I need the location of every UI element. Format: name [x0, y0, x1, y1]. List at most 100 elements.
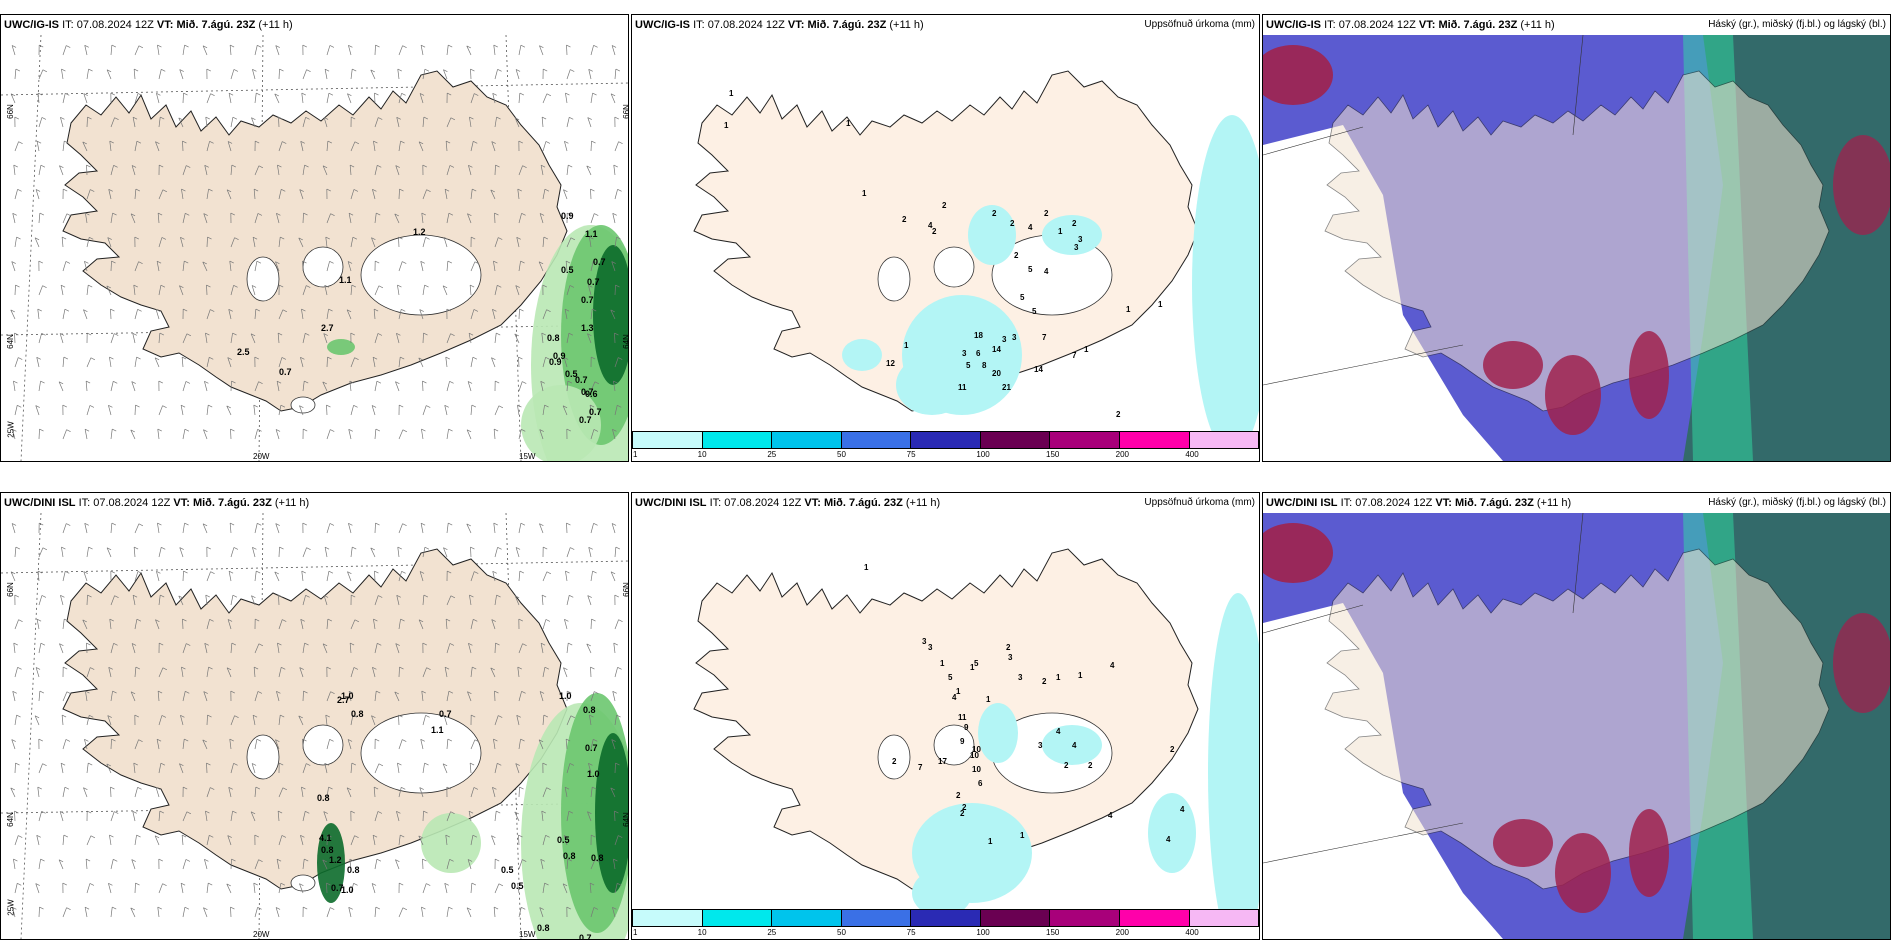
wind-barb-flag [395, 165, 400, 168]
wind-barb-flag [567, 380, 573, 384]
wind-barb-flag [420, 44, 426, 48]
wind-barb [398, 93, 402, 104]
wind-barb-flag [278, 594, 283, 598]
wind-barb [590, 309, 593, 320]
wind-barb [110, 738, 112, 750]
precip-value-label: 5 [1032, 307, 1037, 316]
wind-barb [206, 141, 210, 152]
precip-value-label: 3 [928, 643, 933, 652]
wind-barb-flag [60, 595, 65, 598]
wind-barb-flag [348, 523, 353, 526]
wind-barb [158, 237, 163, 248]
wind-barb [180, 405, 184, 416]
precip-value-label: 1 [956, 687, 961, 696]
wind-barb-flag [569, 594, 574, 598]
wind-barb [278, 787, 284, 798]
wind-barb-flag [421, 906, 426, 910]
wind-barb-flag [424, 762, 429, 766]
wind-barb [158, 763, 162, 774]
wind-barb [614, 69, 617, 80]
wind-barb-flag [13, 858, 18, 862]
wind-barb [60, 117, 64, 128]
wind-barb [278, 835, 283, 846]
wind-barb-flag [276, 213, 281, 216]
wind-barb-flag [136, 140, 142, 144]
wind-barb-flag [106, 763, 111, 767]
wind-barb [470, 141, 474, 152]
wind-barb [181, 835, 184, 846]
wind-barb [254, 691, 259, 702]
wind-barb [38, 213, 41, 224]
wind-barb [326, 739, 330, 750]
wind-barb [515, 547, 520, 558]
wind-barb [614, 357, 619, 368]
wind-barb-flag [59, 643, 64, 646]
wind-barb-flag [158, 380, 163, 384]
wind-barb-flag [399, 666, 404, 670]
wind-barb [324, 285, 328, 296]
wind-barb [10, 93, 16, 104]
wind-barb [323, 595, 328, 606]
wind-barb-flag [205, 810, 210, 814]
wind-barb [470, 357, 474, 368]
wind-barb [518, 213, 522, 224]
wind-barb-flag [134, 714, 139, 718]
wind-speed-label: 0.7 [581, 387, 594, 397]
wind-barb-flag [11, 261, 16, 264]
wind-barb [563, 835, 568, 846]
wind-barb [180, 237, 184, 248]
wind-barb-flag [64, 618, 69, 622]
wind-barb [396, 333, 400, 344]
wind-barb [494, 811, 497, 822]
wind-barb [301, 571, 304, 582]
wind-barb [254, 523, 258, 534]
wind-barb [350, 285, 353, 296]
wind-barb-flag [35, 189, 41, 192]
wind-barb [276, 859, 280, 870]
wind-barb-flag [301, 92, 306, 96]
wind-barb [86, 642, 88, 654]
wind-barb-flag [493, 428, 499, 432]
wind-barb [446, 739, 449, 750]
wind-barb [470, 189, 473, 200]
wind-barb [302, 763, 307, 774]
wind-barb [396, 811, 400, 822]
wind-barb-flag [281, 835, 287, 838]
wind-barb [494, 164, 496, 176]
wind-barb-flag [229, 738, 234, 742]
wind-barb [611, 739, 616, 750]
panel-right-title: Uppsöfnuð úrkoma (mm) [1144, 497, 1255, 508]
wind-barb [566, 715, 572, 726]
wind-barb-flag [18, 141, 23, 144]
lon-label-20: 20W [253, 452, 270, 461]
wind-barb [491, 141, 496, 152]
wind-barb-flag [302, 44, 307, 48]
wind-barb [109, 619, 112, 630]
wind-barb [539, 907, 544, 918]
wind-barb [590, 571, 593, 582]
wind-barb [539, 45, 544, 56]
wind-barb [302, 212, 304, 224]
precip-value-label: 5 [948, 673, 953, 682]
wind-barb [374, 595, 379, 606]
wind-barb [514, 595, 520, 606]
wind-barb-flag [467, 691, 472, 694]
wind-barb [348, 691, 352, 702]
wind-barb-flag [324, 762, 329, 766]
wind-barb-flag [352, 236, 358, 240]
wind-barb [206, 667, 209, 678]
wind-barb [300, 141, 304, 152]
wind-barb [374, 165, 378, 176]
colorbar-cell [1189, 432, 1259, 448]
wind-barb-flag [16, 236, 21, 240]
wind-barb [86, 164, 88, 176]
wind-barb-flag [227, 619, 233, 622]
wind-barb-flag [594, 381, 600, 385]
wind-barb [419, 787, 424, 798]
wind-barb-flag [82, 141, 87, 145]
wind-speed-label: 0.7 [581, 295, 594, 305]
wind-barb-flag [539, 213, 545, 216]
wind-barb [518, 165, 523, 176]
wind-barb [134, 93, 139, 104]
wind-barb [590, 213, 595, 224]
